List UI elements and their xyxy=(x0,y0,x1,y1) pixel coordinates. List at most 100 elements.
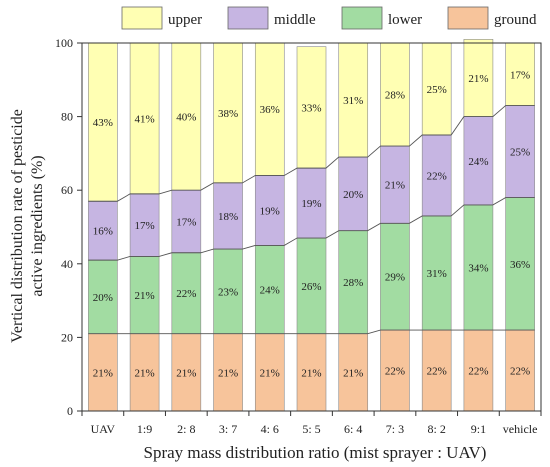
data-label-ground-3: 21% xyxy=(218,367,238,379)
axes: 0 20 40 60 80 100 UAV 1:9 2: 8 3: 7 4: 6 5: 5 6: 4 7:… xyxy=(55,36,542,436)
x-tick-label-7: 7: 3 xyxy=(386,422,404,436)
data-label-lower-5: 26% xyxy=(301,281,321,293)
y-axis-label-line-1: Vertical distribution rate of pesticide xyxy=(9,109,26,343)
data-label-upper-6: 31% xyxy=(343,95,363,107)
data-label-lower-0: 20% xyxy=(93,292,113,304)
data-label-upper-5: 33% xyxy=(301,102,321,114)
bar-upper-2 xyxy=(171,42,202,191)
legend-swatch-middle xyxy=(227,6,269,30)
data-label-lower-6: 28% xyxy=(343,277,363,289)
y-axis-label-line-2: active ingredients (%) xyxy=(29,155,46,296)
x-tick-label-2: 2: 8 xyxy=(177,422,195,436)
y-tick-label-60: 60 xyxy=(61,183,73,197)
data-label-lower-8: 31% xyxy=(427,268,447,280)
bar-upper-4 xyxy=(254,42,285,176)
data-label-upper-1: 41% xyxy=(135,113,155,125)
data-label-upper-10: 17% xyxy=(510,69,530,81)
data-label-middle-2: 17% xyxy=(176,216,196,228)
bar-middle-3 xyxy=(213,182,243,250)
data-label-middle-6: 20% xyxy=(343,189,363,201)
bar-lower-10 xyxy=(505,197,535,331)
data-label-middle-4: 19% xyxy=(260,205,280,217)
data-label-middle-10: 25% xyxy=(510,147,530,159)
data-label-ground-4: 21% xyxy=(260,367,280,379)
y-tick-label-20: 20 xyxy=(61,330,73,344)
y-tick-label-80: 80 xyxy=(61,110,73,124)
bar-lower-6 xyxy=(338,230,369,335)
plot-frame xyxy=(81,42,542,412)
bar-ground-0 xyxy=(88,333,118,412)
data-label-upper-2: 40% xyxy=(176,112,196,124)
data-label-ground-7: 22% xyxy=(385,366,405,378)
legend-label-ground: ground xyxy=(494,12,537,28)
bar-upper-9 xyxy=(463,39,494,117)
data-label-middle-0: 16% xyxy=(93,226,113,238)
data-label-ground-9: 22% xyxy=(468,366,488,378)
bar-lower-0 xyxy=(88,259,118,335)
data-label-middle-9: 24% xyxy=(468,156,488,168)
data-label-lower-10: 36% xyxy=(510,259,530,271)
bar-upper-1 xyxy=(129,42,160,195)
data-label-lower-9: 34% xyxy=(468,262,488,274)
y-tick-label-40: 40 xyxy=(61,257,73,271)
y-axis-label: Vertical distribution rate of pesticide … xyxy=(9,109,46,343)
bar-ground-6 xyxy=(338,333,369,412)
bar-middle-2 xyxy=(171,189,202,254)
data-label-ground-1: 21% xyxy=(135,367,155,379)
bar-ground-7 xyxy=(380,329,410,412)
x-tick-label-9: 9:1 xyxy=(471,422,486,436)
boundary-line-ground xyxy=(88,329,535,335)
bar-lower-9 xyxy=(463,204,494,331)
data-label-ground-10: 22% xyxy=(510,366,530,378)
y-tick-label-0: 0 xyxy=(67,404,73,418)
data-label-ground-0: 21% xyxy=(93,367,113,379)
legend-label-middle: middle xyxy=(274,12,316,28)
data-label-lower-4: 24% xyxy=(260,285,280,297)
bar-upper-6 xyxy=(338,42,369,158)
bar-upper-0 xyxy=(88,42,118,202)
bar-middle-5 xyxy=(296,167,327,239)
data-label-ground-5: 21% xyxy=(301,367,321,379)
data-label-middle-5: 19% xyxy=(301,198,321,210)
data-label-upper-9: 21% xyxy=(468,73,488,85)
bar-lower-7 xyxy=(380,223,410,331)
data-label-middle-3: 18% xyxy=(218,211,238,223)
x-tick-label-1: 1:9 xyxy=(137,422,152,436)
data-label-middle-7: 21% xyxy=(385,180,405,192)
bar-upper-3 xyxy=(213,42,243,184)
data-label-upper-3: 38% xyxy=(218,108,238,120)
data-label-lower-1: 21% xyxy=(135,290,155,302)
legend-swatch-lower xyxy=(341,6,383,30)
data-label-ground-6: 21% xyxy=(343,367,363,379)
x-tick-label-0: UAV xyxy=(91,422,116,436)
data-label-upper-0: 43% xyxy=(93,117,113,129)
data-label-upper-8: 25% xyxy=(427,84,447,96)
bar-upper-8 xyxy=(421,42,452,136)
bar-middle-4 xyxy=(254,175,285,246)
x-tick-label-6: 6: 4 xyxy=(344,422,362,436)
bar-ground-5 xyxy=(296,333,327,412)
data-label-lower-2: 22% xyxy=(176,288,196,300)
bar-ground-4 xyxy=(254,333,285,412)
bar-lower-1 xyxy=(129,256,160,335)
x-tick-label-5: 5: 5 xyxy=(302,422,320,436)
bar-lower-2 xyxy=(171,252,202,335)
bar-middle-6 xyxy=(338,156,369,231)
data-label-ground-2: 21% xyxy=(176,367,196,379)
bar-lower-4 xyxy=(254,245,285,335)
boundary-line-middle xyxy=(88,105,535,202)
data-label-upper-4: 36% xyxy=(260,104,280,116)
plot-area: 21% 20% 16% 43% 21% 21% 17% 41% 21% 22% 17% 40% 21% 2… xyxy=(88,39,535,412)
bar-middle-8 xyxy=(421,134,452,217)
boundary-line-lower xyxy=(88,197,535,261)
legend-swatch-ground xyxy=(447,6,489,30)
data-label-lower-7: 29% xyxy=(385,272,405,284)
bar-upper-10 xyxy=(505,42,535,106)
data-label-lower-3: 23% xyxy=(218,286,238,298)
legend: upper middle lower ground xyxy=(121,6,537,30)
legend-label-lower: lower xyxy=(388,12,422,28)
legend-label-upper: upper xyxy=(168,12,202,28)
x-axis-label: Spray mass distribution ratio (mist spra… xyxy=(144,443,487,462)
y-tick-label-100: 100 xyxy=(55,36,73,50)
